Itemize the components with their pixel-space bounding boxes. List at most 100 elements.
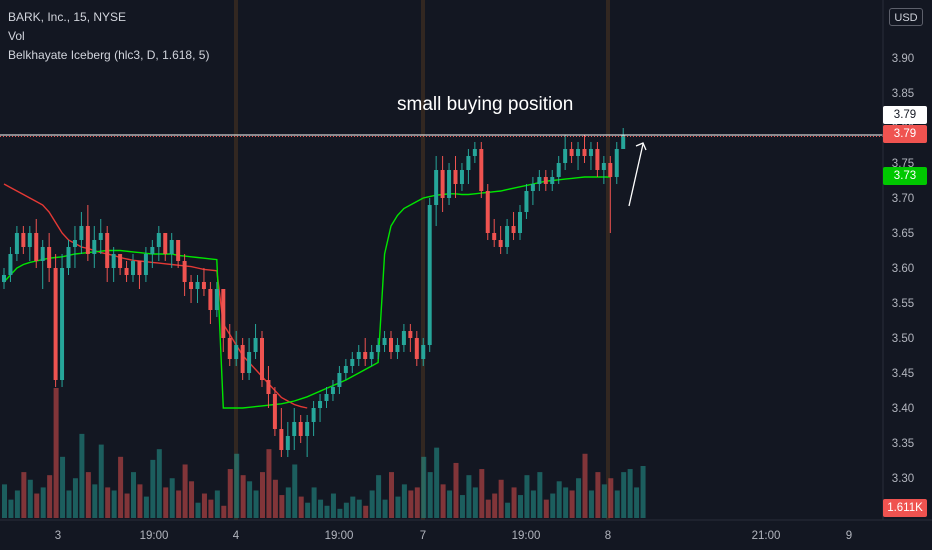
candle-body: [34, 233, 39, 261]
volume-bar: [395, 496, 401, 518]
candle-body: [427, 205, 432, 345]
candle-body: [595, 149, 600, 170]
volume-bar: [72, 478, 78, 518]
candle-body: [434, 170, 439, 205]
marker-price-tag: 3.79: [883, 106, 927, 124]
session-divider: [234, 0, 238, 520]
candle-body: [201, 282, 206, 289]
volume-bar: [92, 484, 98, 518]
volume-bar: [511, 487, 517, 518]
candle-body: [588, 149, 593, 156]
candle-body: [279, 429, 284, 450]
candle-body: [556, 163, 561, 177]
candle-body: [8, 254, 13, 275]
volume-bar: [47, 475, 53, 518]
price-tick-label: 3.55: [892, 298, 914, 310]
volume-bar: [640, 466, 646, 518]
volume-bar: [530, 490, 536, 518]
volume-bar: [466, 475, 472, 518]
candle-body: [343, 366, 348, 373]
volume-bar: [66, 490, 72, 518]
volume-bar: [253, 490, 259, 518]
volume-bar: [85, 472, 91, 518]
time-tick-label: 9: [846, 530, 852, 542]
candle-body: [576, 149, 581, 156]
volume-bar: [182, 464, 188, 518]
volume-legend[interactable]: Vol: [8, 29, 25, 43]
candle-body: [150, 247, 155, 254]
candle-body: [176, 240, 181, 261]
volume-bar: [305, 502, 311, 518]
indicator-legend[interactable]: Belkhayate Iceberg (hlc3, D, 1.618, 5): [8, 48, 210, 62]
iceberg-green-line: [3, 176, 611, 409]
volume-bar: [576, 478, 582, 518]
volume-bar: [330, 493, 336, 518]
iceberg-lines: [3, 176, 611, 409]
candle-body: [408, 331, 413, 338]
candle-body: [401, 331, 406, 345]
time-axis[interactable]: 3 19:00 4 19:00 7 19:00 8 21:00 9: [55, 530, 852, 542]
volume-bar: [550, 493, 556, 518]
candle-body: [492, 233, 497, 240]
candle-body: [272, 394, 277, 429]
candle-body: [376, 345, 381, 352]
candle-body: [485, 191, 490, 233]
price-tick-label: 3.70: [892, 193, 914, 205]
candle-body: [98, 233, 103, 240]
volume-bar: [298, 496, 304, 518]
candle-body: [111, 254, 116, 268]
candle-body: [608, 163, 613, 177]
volume-bar: [556, 481, 562, 518]
candle-body: [369, 352, 374, 359]
candle-body: [143, 254, 148, 275]
candle-body: [214, 289, 219, 310]
candle-body: [330, 387, 335, 394]
volume-bar: [150, 459, 156, 518]
volume-bar: [459, 495, 465, 518]
candle-body: [453, 170, 458, 184]
time-tick-label: 4: [233, 530, 240, 542]
candle-body: [131, 261, 135, 275]
volume-bar: [240, 475, 246, 518]
volume-bar: [143, 496, 149, 518]
time-tick-label: 21:00: [752, 530, 781, 542]
volume-bars: [2, 388, 646, 518]
volume-bar: [343, 502, 349, 518]
candle-body: [614, 149, 619, 177]
candle-body: [79, 226, 84, 240]
time-tick-label: 19:00: [512, 530, 541, 542]
volume-bar: [21, 472, 27, 518]
candle-body: [124, 268, 129, 275]
volume-bar: [234, 453, 240, 518]
candle-body: [285, 436, 290, 450]
symbol-legend[interactable]: BARK, Inc., 15, NYSE: [8, 10, 127, 24]
volume-bar: [414, 487, 420, 518]
candle-body: [2, 275, 6, 282]
candle-body: [182, 261, 187, 282]
volume-bar: [34, 493, 40, 518]
volume-bar: [176, 490, 182, 518]
volume-bar: [98, 444, 104, 518]
candle-body: [253, 338, 258, 352]
volume-bar: [163, 487, 169, 518]
volume-bar: [427, 472, 433, 518]
candle-body: [569, 149, 574, 156]
volume-bar: [614, 490, 620, 518]
volume-bar: [266, 449, 272, 518]
volume-bar: [382, 499, 388, 518]
time-tick-label: 3: [55, 530, 61, 542]
volume-bar: [595, 472, 601, 518]
candle-body: [447, 170, 452, 198]
candle-body: [14, 233, 19, 254]
volume-bar: [60, 456, 66, 518]
price-tick-label: 3.50: [892, 333, 914, 345]
volume-bar: [356, 499, 362, 518]
candle-body: [40, 247, 45, 261]
volume-bar: [124, 493, 130, 518]
currency-badge[interactable]: USD: [889, 8, 923, 26]
price-axis[interactable]: 3.903.853.803.753.703.653.603.553.503.45…: [892, 53, 914, 485]
candle-body: [66, 247, 71, 268]
candle-body: [324, 394, 329, 401]
volume-bar: [627, 469, 633, 518]
